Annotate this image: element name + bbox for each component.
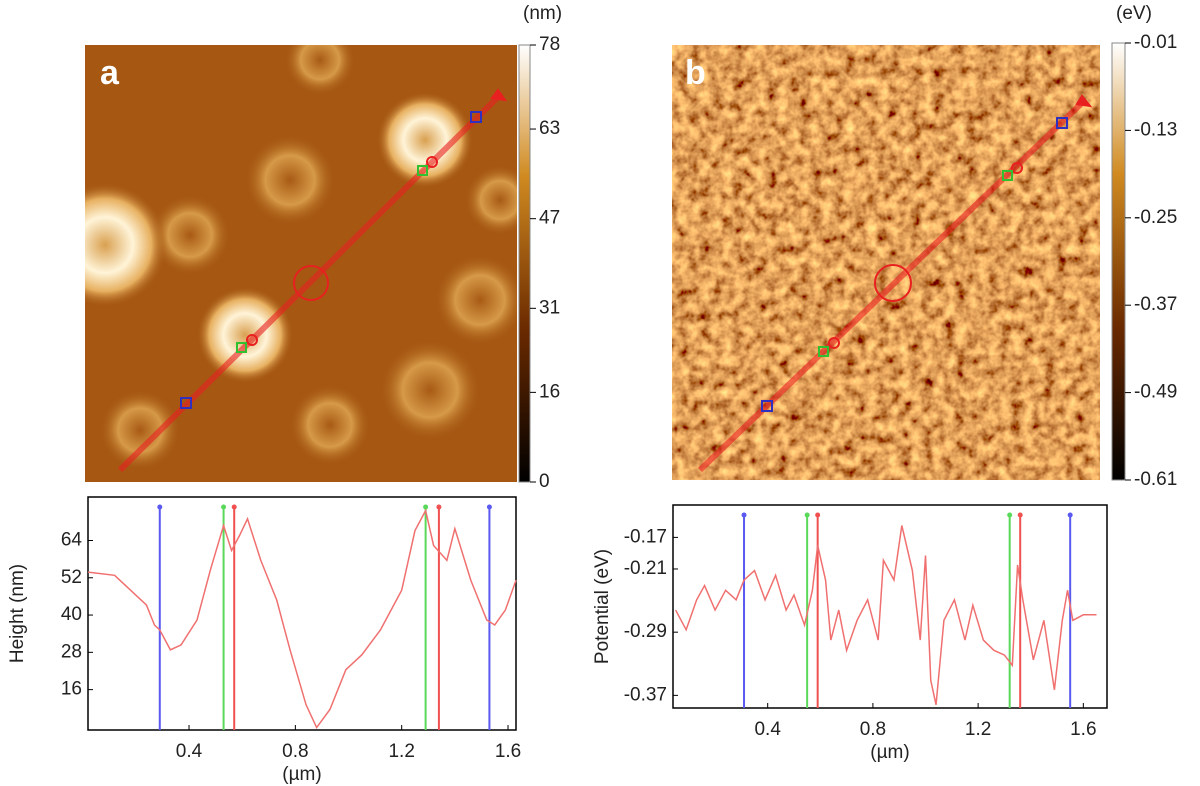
cursor-dot (1067, 512, 1073, 518)
colorbar (518, 44, 531, 483)
cursor-dot (157, 504, 163, 510)
x-tick-label: 1.2 (965, 719, 991, 740)
colorbar-tick-label: -0.13 (1134, 119, 1177, 140)
profile-overlay-b (697, 94, 1093, 473)
y-tick-label: 40 (61, 604, 82, 625)
cursor-dot (486, 504, 492, 510)
cursor-dot (1007, 512, 1013, 518)
y-tick-label: -0.29 (624, 621, 667, 642)
cursor-dot (1017, 512, 1023, 518)
cursor-dot (423, 504, 429, 510)
cursor-dot (741, 512, 747, 518)
colorbar-unit: (nm) (523, 3, 562, 24)
x-axis-label: (µm) (282, 764, 321, 785)
y-axis-label: Potential (eV) (592, 549, 613, 664)
x-tick-label: 0.8 (282, 741, 308, 762)
x-tick-label: 0.8 (860, 719, 886, 740)
x-tick-label: 0.4 (754, 719, 781, 740)
y-tick-label: 16 (61, 679, 82, 700)
colorbar-tick-label: -0.37 (1134, 294, 1177, 315)
cursor-dot (815, 512, 821, 518)
y-tick-label: 52 (61, 567, 82, 588)
y-tick-label: 64 (61, 530, 83, 551)
colorbar-tick-label: 0 (539, 471, 550, 492)
colorbar-unit: (eV) (1116, 3, 1152, 24)
x-tick-label: 1.6 (1070, 719, 1096, 740)
x-tick-label: 1.6 (495, 741, 521, 762)
y-tick-label: -0.37 (624, 684, 667, 705)
x-axis-label: (µm) (870, 742, 909, 763)
x-tick-label: 0.4 (176, 741, 203, 762)
y-tick-label: 28 (61, 641, 82, 662)
cursor-dot (804, 512, 810, 518)
profile-overlay-a (117, 88, 508, 473)
plot-frame (672, 504, 1108, 709)
profile-line (674, 525, 1097, 705)
cursor-dot (221, 504, 227, 510)
panel-label: b (685, 54, 706, 92)
colorbar-tick-label: 47 (539, 208, 560, 229)
cursor-dot (231, 504, 237, 510)
colorbar (1111, 42, 1126, 481)
colorbar-tick-label: -0.61 (1134, 469, 1177, 490)
colorbar-tick-label: -0.01 (1134, 32, 1177, 53)
y-axis-label: Height (nm) (7, 564, 28, 663)
y-tick-label: -0.21 (624, 558, 667, 579)
potential-map (672, 45, 1100, 480)
colorbar-tick-label: 63 (539, 118, 560, 139)
profile-line (87, 508, 517, 729)
panel-label: a (100, 54, 120, 92)
height-map (85, 45, 517, 482)
colorbar-tick-label: 78 (539, 34, 560, 55)
plot-frame (87, 496, 517, 731)
cursor-dot (436, 504, 442, 510)
y-tick-label: -0.17 (624, 526, 667, 547)
colorbar-tick-label: -0.49 (1134, 382, 1177, 403)
colorbar-tick-label: 16 (539, 381, 560, 402)
x-tick-label: 1.2 (388, 741, 414, 762)
colorbar-tick-label: -0.25 (1134, 207, 1177, 228)
colorbar-tick-label: 31 (539, 297, 560, 318)
